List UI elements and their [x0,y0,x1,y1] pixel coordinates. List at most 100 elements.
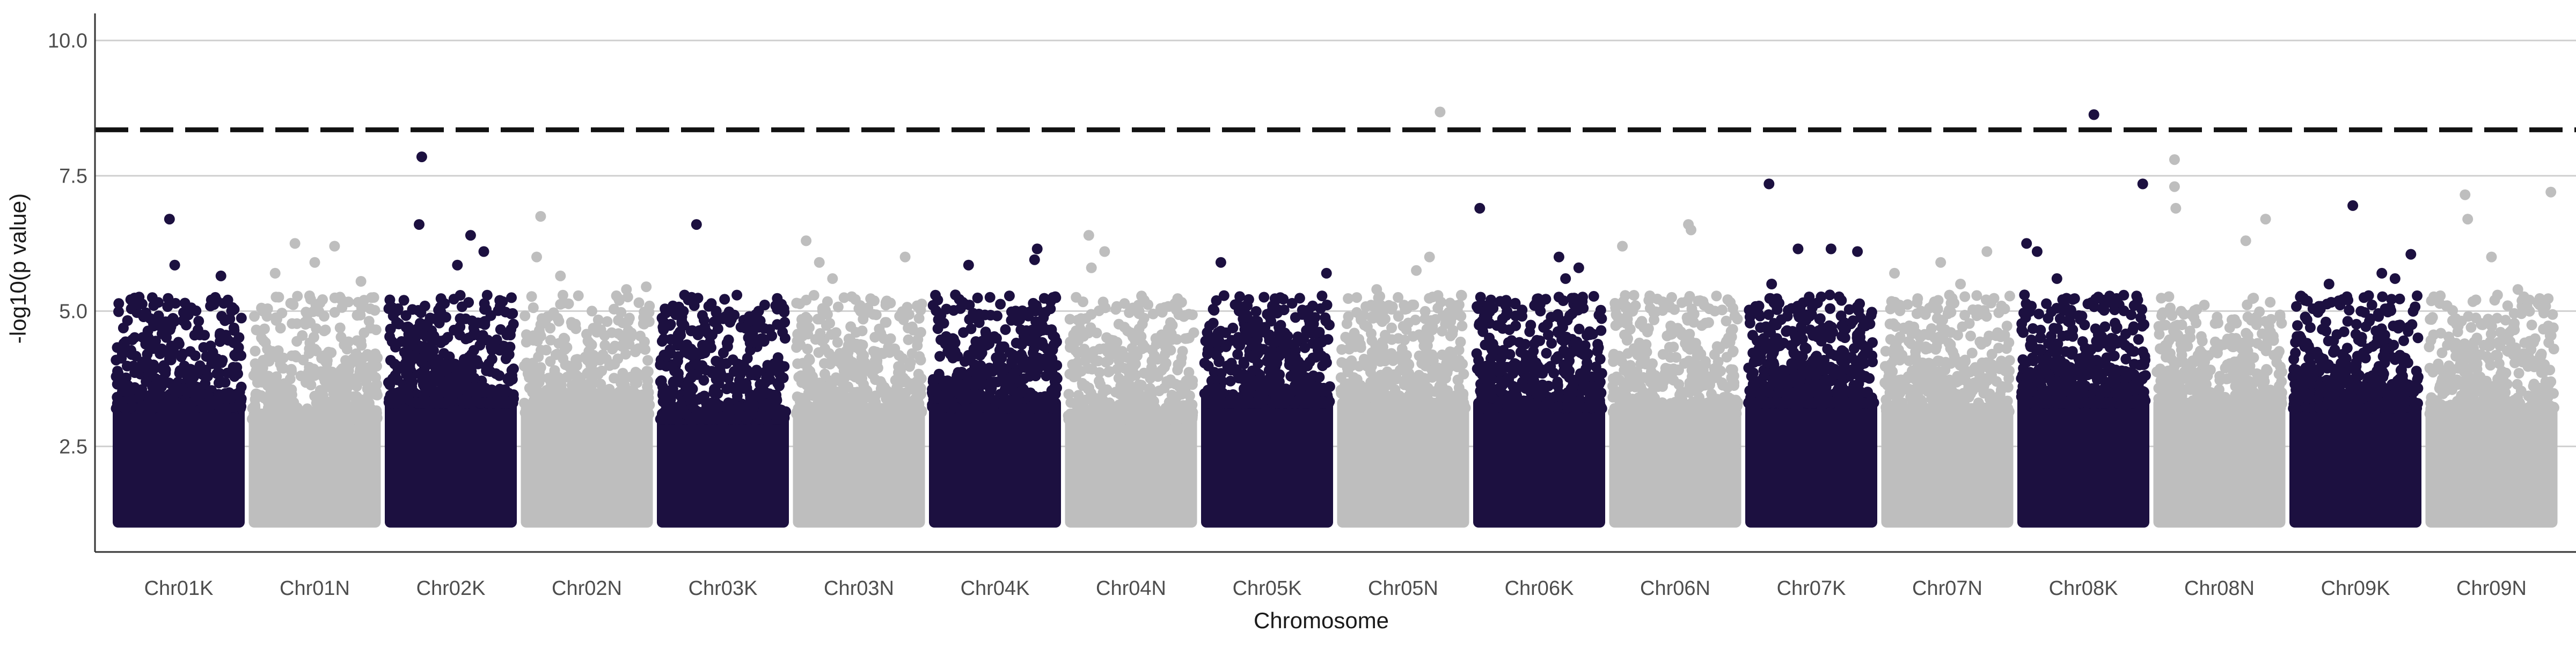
snp-point [655,360,665,370]
snp-point [1445,331,1456,341]
snp-point [412,324,422,335]
snp-point [316,366,326,377]
snp-point [178,307,189,318]
snp-point [835,376,845,387]
snp-point [369,305,380,316]
chromosome-points-chr02n [519,211,655,528]
snp-point [963,392,974,403]
snp-point [982,340,992,351]
snp-point [469,373,480,383]
snp-point [1016,339,1027,350]
snp-point [861,390,872,401]
snp-point [1126,372,1137,382]
snp-point [364,316,375,326]
top-snp-point [867,295,877,306]
snp-point [338,392,349,403]
snp-point [777,327,788,338]
snp-point [1384,391,1395,402]
top-snp-point [1179,311,1189,322]
top-snp-point [1032,244,1043,255]
snp-point [370,409,380,419]
snp-point [1163,301,1174,312]
snp-point [273,292,284,303]
snp-point [814,409,825,419]
snp-point [1187,414,1197,425]
snp-point [1085,322,1096,333]
snp-point [287,351,297,361]
snp-point [250,394,261,405]
snp-point [768,409,779,420]
snp-point [689,412,700,423]
snp-point [384,331,395,342]
snp-point [1336,344,1347,355]
top-snp-point [814,257,825,268]
snp-point [642,375,653,386]
snp-point [1258,396,1269,406]
snp-point [708,398,719,409]
snp-point [891,398,902,409]
snp-point [1455,337,1466,347]
snp-point [390,370,401,381]
snp-point [1227,323,1238,333]
snp-point [665,392,676,403]
snp-point [439,335,450,346]
snp-point [1407,300,1418,310]
snp-point [1125,392,1136,403]
snp-point [420,301,430,311]
snp-point [1454,355,1465,366]
snp-point [1264,378,1275,389]
snp-point [475,318,486,329]
top-snp-point [1411,265,1422,276]
top-snp-point [1301,306,1312,316]
snp-point [275,395,286,406]
snp-point [226,368,237,379]
snp-point [1258,292,1269,303]
snp-point [202,371,213,382]
snp-point [1145,373,1155,384]
snp-point [1386,334,1397,345]
snp-point [673,335,684,345]
snp-point [332,403,342,414]
top-snp-point [416,151,427,162]
snp-point [236,312,247,323]
snp-point [1104,401,1115,412]
snp-point [1114,319,1124,330]
snp-point [1136,331,1146,342]
snp-point [1355,403,1365,414]
snp-point [174,339,185,350]
snp-point [152,316,163,327]
snp-point [1048,345,1058,355]
snp-point [1247,339,1257,350]
snp-point [1316,290,1327,301]
chromosome-points-chr01k [111,214,246,528]
snp-point [726,413,737,424]
snp-point [990,377,1000,388]
snp-point [1323,334,1334,345]
snp-point [985,292,996,303]
snp-point [1234,291,1245,302]
snp-point [1447,311,1458,322]
snp-point [851,409,862,419]
snp-point [749,401,759,411]
snp-point [551,350,561,360]
snp-point [916,389,926,400]
snp-point [1276,326,1286,337]
snp-point [1270,361,1281,372]
snp-point [907,322,918,332]
dense-point-band [1065,409,1197,528]
top-snp-point [950,289,961,300]
chromosome-points-chr05k [1199,257,1335,528]
snp-point [1370,403,1381,413]
top-snp-point [801,235,811,246]
snp-point [1340,332,1351,343]
top-snp-point [1435,107,1445,118]
snp-point [972,293,983,303]
snp-point [812,399,823,410]
snp-point [161,332,172,343]
snp-point [764,324,775,335]
snp-point [1262,309,1272,319]
snp-point [1214,355,1225,366]
snp-point [399,295,409,306]
snp-point [148,360,159,370]
snp-point [1127,343,1138,354]
